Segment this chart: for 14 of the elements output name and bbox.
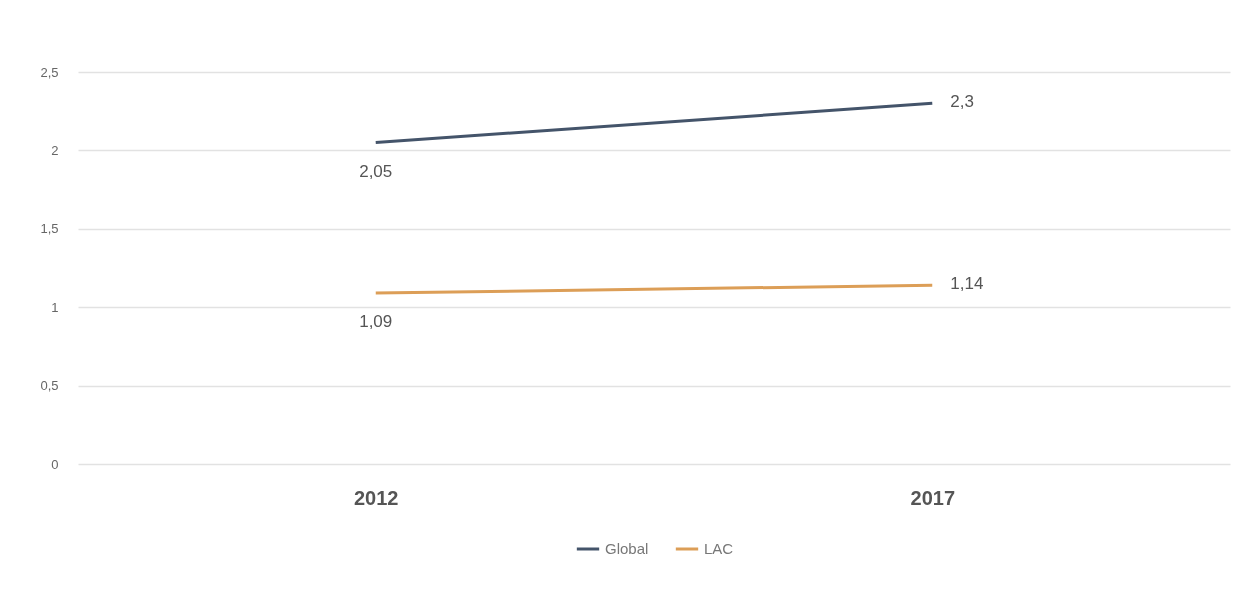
y-tick-label: 1 bbox=[51, 299, 59, 315]
data-label: 2,3 bbox=[950, 92, 974, 112]
x-tick-label: 2017 bbox=[910, 486, 956, 509]
y-tick-label: 1,5 bbox=[40, 221, 59, 237]
x-tick-label: 2012 bbox=[353, 486, 399, 509]
legend-label: Global bbox=[605, 540, 649, 557]
data-label: 1,09 bbox=[359, 312, 393, 332]
y-tick-label: 2,5 bbox=[40, 64, 59, 80]
data-label: 2,05 bbox=[359, 161, 393, 181]
data-label: 1,14 bbox=[950, 274, 984, 294]
legend-label: LAC bbox=[704, 540, 734, 557]
y-tick-label: 0 bbox=[51, 456, 59, 472]
y-tick-label: 2 bbox=[51, 142, 59, 158]
y-tick-label: 0,5 bbox=[40, 378, 59, 394]
